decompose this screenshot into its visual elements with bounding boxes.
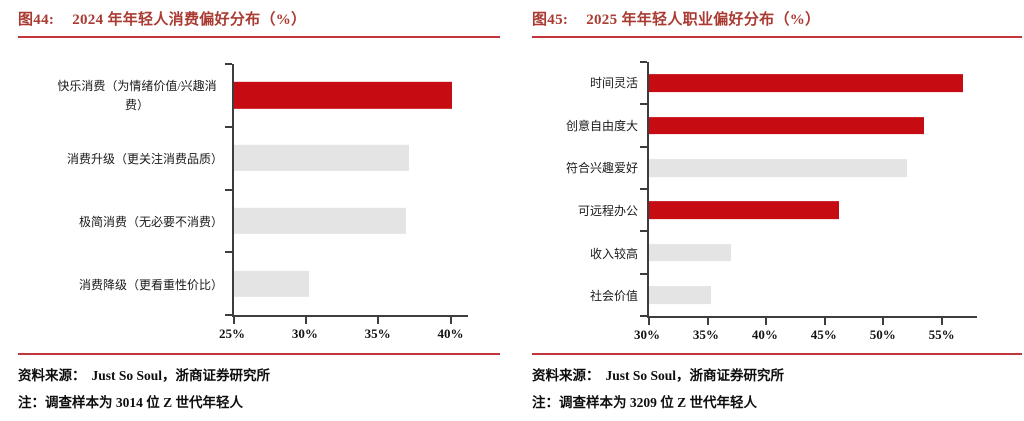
category-label-text: 极简消费（无必要不消费）	[78, 214, 223, 229]
career-preference-bar-chart: 时间灵活创意自由度大 符合兴趣爱好可远程办公收入较高社会价值 30% 35% 40% 4…	[532, 61, 1022, 342]
category-label: 消费升级（更关注消费品质）	[18, 127, 232, 190]
footer-divider-line	[18, 353, 500, 355]
title-divider-line	[532, 36, 1022, 38]
figure-44-panel: 图44: 2024 年年轻人消费偏好分布（%） 快乐消费（为情绪价值/兴趣消费） 消…	[18, 0, 500, 421]
figure-45-panel: 图45: 2025 年年轻人职业偏好分布（%） 时间灵活创意自由度大 符合兴趣爱好可…	[532, 0, 1022, 421]
data-bar	[649, 158, 907, 177]
category-labels: 快乐消费（为情绪价值/兴趣消费） 消费升级（更关注消费品质） 极简消费（无必要不消费…	[18, 64, 232, 317]
y-axis-tick	[225, 251, 232, 254]
x-axis-tick-label: 40%	[751, 327, 778, 342]
category-label-text: 可远程办公	[577, 204, 638, 219]
x-axis-tick	[305, 317, 308, 324]
category-label: 创意自由度大	[532, 105, 647, 148]
x-axis-labels: 30% 35% 40% 45% 50% 55%	[634, 318, 977, 342]
data-bar	[649, 74, 963, 93]
data-bar	[234, 144, 409, 172]
category-label: 消费降级（更看重性价比）	[18, 254, 232, 317]
source-label: 资料来源：	[532, 368, 600, 383]
x-axis-tick-label: 35%	[364, 326, 391, 341]
x-axis-tick-label: 45%	[810, 327, 837, 342]
y-axis-tick	[640, 272, 647, 275]
plot-area	[640, 61, 977, 325]
category-label: 快乐消费（为情绪价值/兴趣消费）	[18, 64, 232, 127]
category-label-text: 收入较高	[589, 246, 638, 261]
category-label-text: 社会价值	[589, 289, 638, 304]
y-axis-tick	[225, 314, 232, 316]
x-axis-tick	[377, 317, 380, 324]
x-axis-labels: 25% 30% 35% 40%	[219, 317, 468, 341]
data-bar	[234, 207, 406, 235]
x-axis-tick	[233, 317, 235, 324]
category-label-text: 创意自由度大	[565, 118, 638, 133]
figure-number: 图45:	[532, 12, 569, 28]
category-label: 时间灵活	[532, 62, 647, 105]
x-axis-tick-label: 40%	[437, 326, 464, 341]
y-axis-tick	[640, 61, 647, 63]
category-label: 收入较高	[532, 233, 647, 276]
x-axis-tick	[648, 318, 650, 325]
plot-column: 25% 30% 35% 40%	[219, 63, 468, 341]
x-axis-tick	[940, 318, 943, 325]
category-label-text: 消费降级（更看重性价比）	[78, 278, 223, 293]
category-label: 社会价值	[532, 275, 647, 318]
x-axis-tick-label: 50%	[869, 327, 896, 342]
source-value: Just So Soul，浙商证券研究所	[91, 368, 271, 383]
sample-note: 注：调查样本为 3209 位 Z 世代年轻人	[532, 395, 758, 410]
figure-title-text: 2025 年年轻人职业偏好分布（%）	[586, 12, 821, 28]
plot-area	[225, 63, 468, 324]
category-label: 可远程办公	[532, 190, 647, 233]
y-axis-tick	[640, 188, 647, 190]
x-axis-tick	[882, 318, 885, 325]
x-axis-tick	[823, 318, 826, 325]
title-divider-line	[18, 36, 500, 38]
x-axis-tick	[449, 317, 452, 324]
x-axis-tick	[706, 318, 709, 325]
source-label: 资料来源：	[18, 368, 86, 383]
y-axis-tick	[640, 315, 647, 317]
plot-column: 30% 35% 40% 45% 50% 55%	[634, 61, 977, 342]
category-label-text: 消费升级（更关注消费品质）	[66, 151, 223, 166]
source-value: Just So Soul，浙商证券研究所	[605, 368, 785, 383]
data-bar	[234, 82, 453, 109]
category-label: 极简消费（无必要不消费）	[18, 191, 232, 254]
footer-divider-line	[532, 353, 1022, 355]
category-label: 符合兴趣爱好	[532, 147, 647, 190]
category-label-text: 时间灵活	[589, 76, 638, 91]
data-bar	[649, 285, 712, 304]
sample-note: 注：调查样本为 3014 位 Z 世代年轻人	[18, 395, 244, 410]
category-label-text: 快乐消费（为情绪价值/兴趣消费）	[57, 79, 217, 112]
source-line: 资料来源： Just So Soul，浙商证券研究所	[532, 364, 1022, 384]
source-line: 资料来源： Just So Soul，浙商证券研究所	[18, 364, 500, 384]
data-bar	[649, 116, 925, 135]
y-axis-tick	[640, 230, 647, 233]
data-bar	[234, 270, 310, 297]
figure-45-title: 图45: 2025 年年轻人职业偏好分布（%）	[532, 0, 1022, 29]
data-bar	[649, 243, 731, 262]
y-axis-tick	[640, 145, 647, 148]
x-axis-tick-label: 30%	[634, 327, 660, 342]
category-label-text: 符合兴趣爱好	[565, 161, 638, 176]
y-axis-tick	[225, 188, 232, 191]
x-axis-tick-label: 55%	[928, 327, 955, 342]
x-axis-tick-label: 35%	[692, 327, 719, 342]
x-axis-tick	[765, 318, 768, 325]
y-axis-tick	[225, 125, 232, 128]
x-axis-tick-label: 30%	[291, 326, 318, 341]
category-labels: 时间灵活创意自由度大 符合兴趣爱好可远程办公收入较高社会价值	[532, 62, 647, 318]
figure-number: 图44:	[18, 12, 55, 28]
data-bar	[649, 201, 839, 220]
y-axis-tick	[225, 63, 232, 65]
y-axis-tick	[640, 103, 647, 106]
figure-title-text: 2024 年年轻人消费偏好分布（%）	[72, 12, 307, 28]
figure-44-title: 图44: 2024 年年轻人消费偏好分布（%）	[18, 0, 500, 29]
x-axis-tick-label: 25%	[219, 326, 245, 341]
consumption-preference-bar-chart: 快乐消费（为情绪价值/兴趣消费） 消费升级（更关注消费品质） 极简消费（无必要不消费…	[18, 63, 500, 341]
